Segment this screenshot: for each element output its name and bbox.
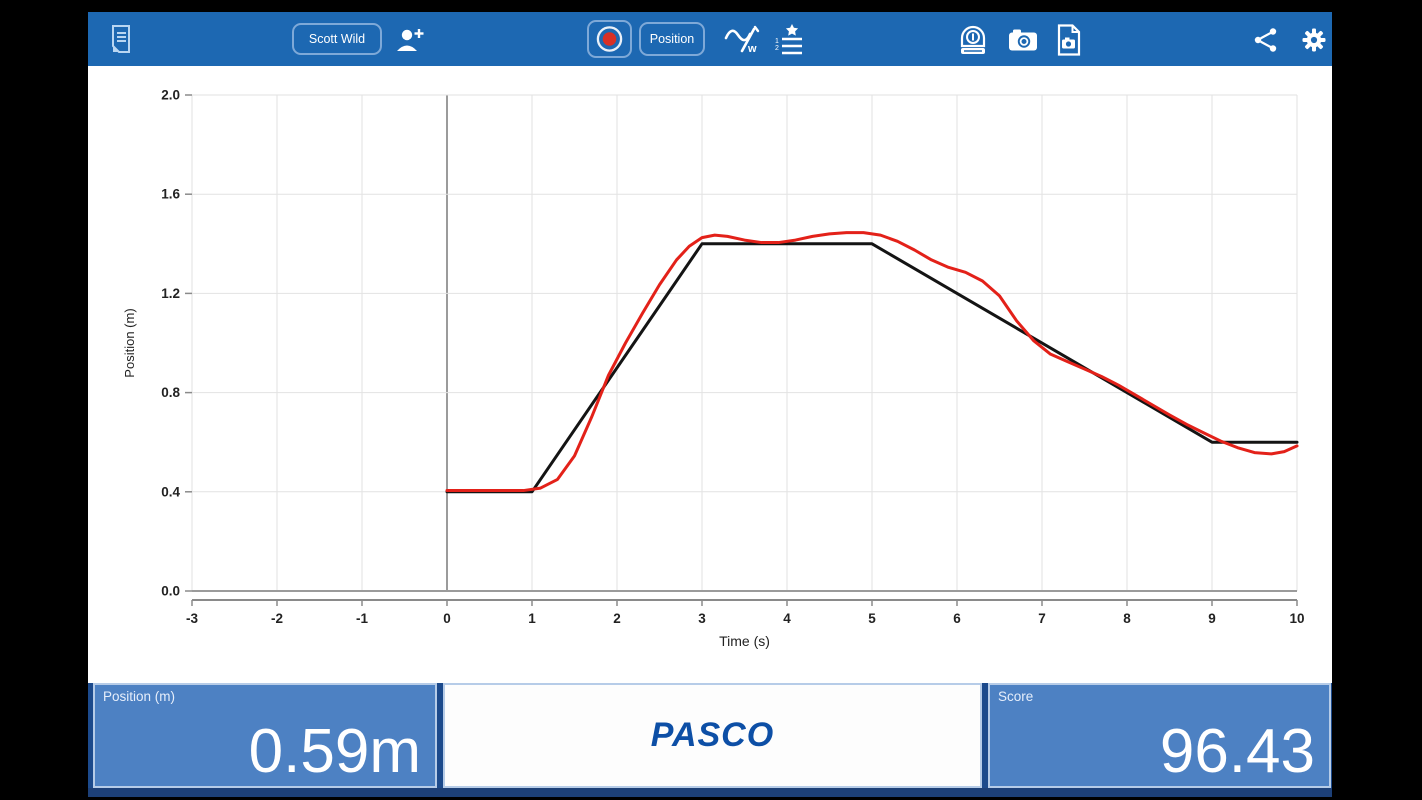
svg-text:10: 10 <box>1289 611 1304 626</box>
svg-text:w: w <box>747 43 757 55</box>
svg-text:4: 4 <box>783 611 791 626</box>
bottom-strip <box>88 788 1332 797</box>
svg-text:0.0: 0.0 <box>161 584 180 599</box>
position-select-button[interactable]: Position <box>639 22 705 56</box>
svg-text:9: 9 <box>1208 611 1216 626</box>
svg-text:7: 7 <box>1038 611 1046 626</box>
svg-text:6: 6 <box>953 611 961 626</box>
user-button-label: Scott Wild <box>308 32 366 46</box>
record-icon <box>596 26 623 52</box>
svg-text:1.2: 1.2 <box>161 286 180 301</box>
share-icon[interactable] <box>1251 25 1281 55</box>
svg-text:1: 1 <box>775 38 779 45</box>
svg-text:5: 5 <box>868 611 876 626</box>
journal-icon[interactable] <box>106 23 136 55</box>
score-panel: Score 96.43 <box>988 683 1331 788</box>
svg-text:-2: -2 <box>271 611 283 626</box>
svg-text:Position (m): Position (m) <box>122 308 137 377</box>
svg-text:-1: -1 <box>356 611 368 626</box>
svg-text:0.4: 0.4 <box>161 484 180 499</box>
settings-gear-icon[interactable] <box>1299 25 1329 55</box>
brand-panel: PASCO <box>443 683 982 788</box>
svg-text:1.6: 1.6 <box>161 187 180 202</box>
position-button-label: Position <box>649 32 695 46</box>
svg-text:0.8: 0.8 <box>161 385 180 400</box>
svg-text:3: 3 <box>698 611 706 626</box>
add-user-icon[interactable] <box>394 25 426 55</box>
wave-edit-icon[interactable]: w <box>722 24 762 56</box>
record-button[interactable] <box>587 20 632 58</box>
svg-text:-3: -3 <box>186 611 198 626</box>
position-digits-label: Position (m) <box>103 689 176 704</box>
svg-text:8: 8 <box>1123 611 1131 626</box>
svg-text:Time (s): Time (s) <box>719 633 770 649</box>
user-button[interactable]: Scott Wild <box>292 23 382 55</box>
svg-text:0: 0 <box>443 611 451 626</box>
camera-icon[interactable] <box>1006 26 1040 54</box>
snapshot-icon[interactable] <box>1054 23 1084 57</box>
svg-text:1: 1 <box>528 611 536 626</box>
motion-sensor-icon[interactable] <box>956 23 990 57</box>
score-list-icon[interactable]: 1 2 <box>772 23 806 57</box>
position-digits-value: 0.59m <box>248 717 421 787</box>
toolbar: Scott Wild Position w <box>88 12 1332 66</box>
svg-text:2: 2 <box>613 611 621 626</box>
digits-row: Position (m) 0.59m PASCO Score 96.43 <box>88 683 1332 788</box>
position-digits-panel: Position (m) 0.59m <box>93 683 437 788</box>
app-window: Scott Wild Position w <box>88 12 1332 797</box>
svg-text:2: 2 <box>775 45 779 52</box>
svg-text:2.0: 2.0 <box>161 88 180 103</box>
score-value: 96.43 <box>1159 717 1315 787</box>
pasco-logo: PASCO <box>650 716 775 754</box>
chart-svg: -3 -2 -1 0 1 2 3 4 5 6 7 8 9 10 0.0 0.4 0.8 1.2 1.6 2.0 Time… <box>122 88 1305 650</box>
score-label: Score <box>998 689 1034 704</box>
graph-area: -3 -2 -1 0 1 2 3 4 5 6 7 8 9 10 0.0 0.4 0.8 1.2 1.6 2.0 Time… <box>88 66 1332 683</box>
